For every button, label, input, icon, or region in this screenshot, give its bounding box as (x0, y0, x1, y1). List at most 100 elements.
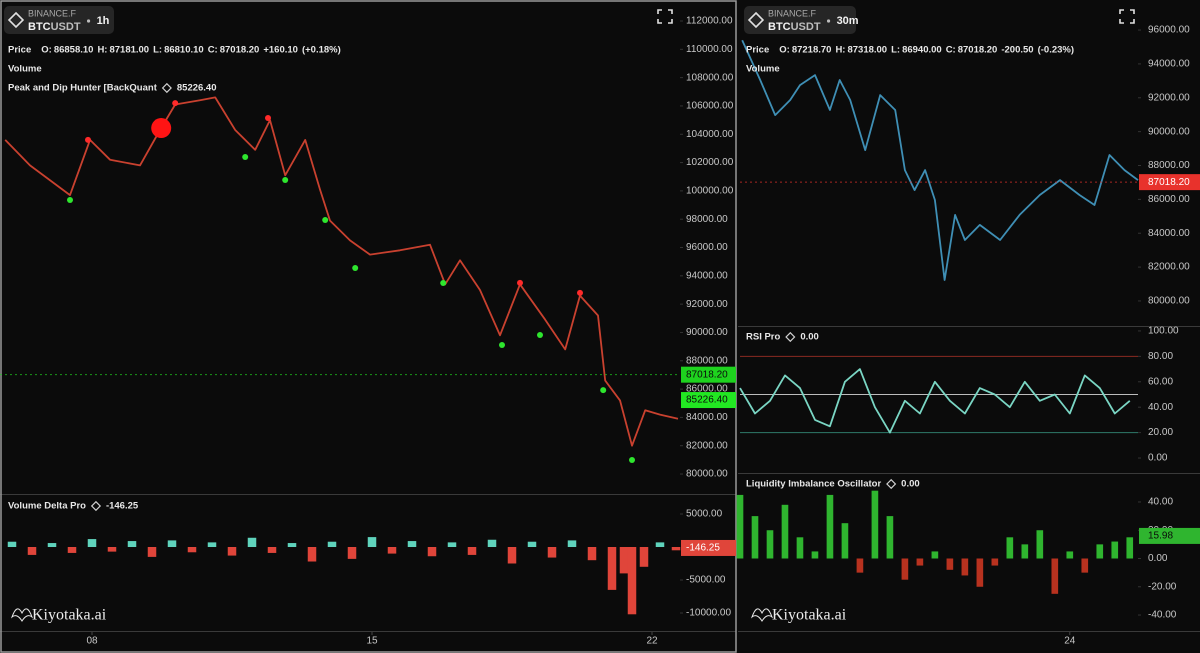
bar (841, 523, 849, 559)
symbol-box (744, 6, 856, 34)
dip-marker (629, 457, 635, 464)
bar (736, 494, 744, 559)
fullscreen-button[interactable] (657, 9, 673, 24)
volume-label: Volume (8, 64, 42, 75)
ohlc-value: 87181.00 (109, 45, 149, 56)
watermark-logo (750, 608, 774, 622)
y-tick-label: 0.00 (1148, 553, 1168, 564)
y-tick-label: 90000.00 (1148, 126, 1190, 137)
bar (307, 547, 317, 562)
bar (1081, 558, 1089, 573)
price-badge-label: -146.25 (686, 543, 720, 554)
y-tick-label: 0.00 (1148, 453, 1168, 464)
y-tick-label: 84000.00 (1148, 228, 1190, 239)
bar (991, 558, 999, 566)
bar (467, 547, 477, 555)
dip-marker (242, 154, 249, 161)
y-tick-label: 94000.00 (1148, 59, 1190, 70)
settings-icon (161, 82, 172, 94)
bar (931, 551, 939, 559)
y-tick-label: 82000.00 (686, 440, 728, 451)
price-line (741, 39, 1139, 281)
bar (347, 547, 357, 559)
settings-icon (90, 500, 102, 512)
interval: 1h (97, 15, 110, 27)
separator-dot (826, 19, 831, 23)
y-tick-label: 82000.00 (1148, 262, 1190, 273)
bar (886, 516, 894, 559)
price-badge-label: 87018.20 (1148, 177, 1190, 188)
bar (27, 547, 37, 555)
y-tick-label: 84000.00 (686, 412, 728, 423)
peak-marker (172, 100, 179, 107)
y-tick-label: 40.00 (1148, 402, 1173, 413)
bar (671, 547, 681, 551)
price-badge (1139, 527, 1200, 544)
bar (916, 558, 924, 566)
change: -200.50 (1001, 45, 1033, 56)
y-tick-label: 80000.00 (1148, 296, 1190, 307)
bar (976, 558, 984, 587)
peak-marker (265, 114, 271, 121)
indicator-name: RSI Pro (746, 332, 781, 343)
y-tick-label: 5000.00 (686, 509, 723, 520)
bar (367, 537, 377, 548)
y-tick-label: 108000.00 (686, 72, 734, 83)
bar (901, 558, 909, 580)
bar (227, 547, 237, 556)
y-tick-label: 112000.00 (686, 16, 733, 27)
peak-marker (577, 289, 583, 296)
y-tick-label: -20.00 (1148, 581, 1177, 592)
indicator-name: Liquidity Imbalance Oscillator (746, 479, 881, 490)
watermark-logo (10, 608, 34, 622)
price-badge (681, 392, 736, 409)
exchange-name: BINANCE.F (768, 8, 817, 18)
bar (1066, 551, 1074, 559)
indicator-value: 0.00 (901, 479, 920, 490)
bar (751, 516, 759, 559)
bar (781, 504, 789, 559)
dip-marker (440, 280, 447, 287)
indicator-name: Volume Delta Pro (8, 501, 86, 512)
y-tick-label: 102000.00 (686, 157, 734, 168)
ohlc-key: H: (97, 45, 107, 56)
y-tick-label: 106000.00 (686, 101, 734, 112)
bar (856, 558, 864, 573)
dip-marker (352, 265, 359, 272)
symbol-box (4, 6, 114, 34)
y-tick-label: 80000.00 (686, 469, 728, 480)
ohlc-key: O: (779, 45, 790, 56)
y-tick-label: 20.00 (1148, 427, 1173, 438)
y-tick-label: 88000.00 (1148, 160, 1190, 171)
y-tick-label: -5000.00 (686, 575, 726, 586)
y-tick-label: 110000.00 (686, 44, 733, 55)
bar (627, 547, 637, 615)
y-tick-label: -10000.00 (686, 608, 731, 619)
y-tick-label: -40.00 (1148, 610, 1177, 621)
bar (1111, 541, 1119, 559)
x-tick-label: 22 (646, 636, 658, 647)
indicator-value: 0.00 (800, 332, 819, 343)
fullscreen-button[interactable] (1119, 9, 1135, 24)
ohlc-value: 87018.20 (958, 45, 998, 56)
peak-marker (85, 136, 91, 143)
y-tick-label: 86000.00 (686, 384, 728, 395)
bar (946, 558, 954, 570)
bar (267, 547, 277, 553)
ohlc-value: 86810.10 (164, 45, 204, 56)
exchange-logo (7, 11, 25, 29)
ohlc-value: 87018.20 (220, 45, 260, 56)
ohlc-key: C: (946, 45, 956, 56)
bar (67, 547, 77, 553)
bar (447, 542, 457, 548)
watermark: Kiyotaka.ai (772, 607, 847, 624)
bar (1051, 558, 1059, 594)
ohlc-value: 87218.70 (792, 45, 832, 56)
y-tick-label: 90000.00 (686, 327, 728, 338)
symbol-quote: USDT (51, 21, 81, 33)
bar (639, 547, 649, 567)
bar (7, 541, 17, 548)
y-tick-label: 96000.00 (686, 242, 728, 253)
indicator-name: Peak and Dip Hunter [BackQuant (8, 83, 158, 94)
y-tick-label: 92000.00 (1148, 92, 1190, 103)
